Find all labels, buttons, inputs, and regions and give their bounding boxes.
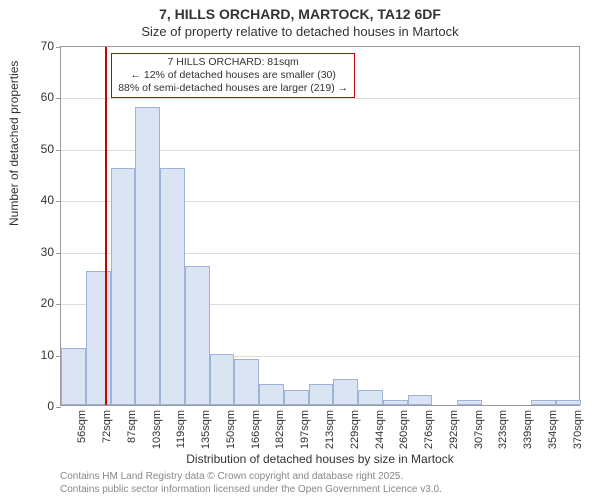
marker-annotation: 7 HILLS ORCHARD: 81sqm← 12% of detached … bbox=[111, 53, 355, 98]
histogram-bar bbox=[457, 400, 482, 405]
x-tick-label: 307sqm bbox=[473, 410, 485, 470]
x-tick-label: 229sqm bbox=[349, 410, 361, 470]
y-tick-mark bbox=[56, 98, 61, 99]
x-tick-label: 56sqm bbox=[76, 410, 88, 470]
chart-title-line2: Size of property relative to detached ho… bbox=[0, 24, 600, 39]
x-tick-label: 244sqm bbox=[374, 410, 386, 470]
histogram-bar bbox=[111, 168, 136, 405]
y-tick-label: 70 bbox=[14, 39, 54, 53]
histogram-bar bbox=[556, 400, 581, 405]
x-tick-label: 103sqm bbox=[151, 410, 163, 470]
histogram-bar bbox=[160, 168, 185, 405]
y-tick-mark bbox=[56, 407, 61, 408]
y-tick-label: 20 bbox=[14, 296, 54, 310]
chart-container: 7, HILLS ORCHARD, MARTOCK, TA12 6DF Size… bbox=[0, 0, 600, 500]
histogram-bar bbox=[531, 400, 556, 405]
y-tick-mark bbox=[56, 47, 61, 48]
histogram-bar bbox=[234, 359, 259, 405]
x-tick-label: 260sqm bbox=[398, 410, 410, 470]
y-tick-label: 30 bbox=[14, 245, 54, 259]
histogram-bar bbox=[383, 400, 408, 405]
plot-area: 7 HILLS ORCHARD: 81sqm← 12% of detached … bbox=[60, 46, 580, 406]
grid-line bbox=[61, 98, 579, 99]
y-tick-mark bbox=[56, 201, 61, 202]
x-tick-label: 197sqm bbox=[299, 410, 311, 470]
histogram-bar bbox=[358, 390, 383, 405]
chart-title-line1: 7, HILLS ORCHARD, MARTOCK, TA12 6DF bbox=[0, 6, 600, 22]
histogram-bar bbox=[309, 384, 334, 405]
y-tick-label: 40 bbox=[14, 193, 54, 207]
x-tick-label: 323sqm bbox=[497, 410, 509, 470]
x-tick-label: 72sqm bbox=[101, 410, 113, 470]
annotation-line1: 7 HILLS ORCHARD: 81sqm bbox=[118, 56, 348, 69]
histogram-bar bbox=[210, 354, 235, 405]
y-tick-label: 0 bbox=[14, 399, 54, 413]
footer-line1: Contains HM Land Registry data © Crown c… bbox=[60, 471, 442, 484]
x-tick-label: 135sqm bbox=[200, 410, 212, 470]
footer-attribution: Contains HM Land Registry data © Crown c… bbox=[60, 471, 442, 496]
histogram-bar bbox=[284, 390, 309, 405]
annotation-line3: 88% of semi-detached houses are larger (… bbox=[118, 82, 348, 95]
x-tick-label: 166sqm bbox=[250, 410, 262, 470]
x-tick-label: 150sqm bbox=[225, 410, 237, 470]
x-tick-label: 213sqm bbox=[324, 410, 336, 470]
histogram-bar bbox=[135, 107, 160, 405]
x-tick-label: 276sqm bbox=[423, 410, 435, 470]
x-tick-label: 292sqm bbox=[448, 410, 460, 470]
x-tick-label: 370sqm bbox=[572, 410, 584, 470]
y-tick-label: 10 bbox=[14, 348, 54, 362]
marker-line bbox=[105, 47, 107, 405]
histogram-bar bbox=[259, 384, 284, 405]
x-tick-label: 182sqm bbox=[274, 410, 286, 470]
y-tick-mark bbox=[56, 253, 61, 254]
x-tick-label: 87sqm bbox=[126, 410, 138, 470]
histogram-bar bbox=[185, 266, 210, 405]
y-tick-mark bbox=[56, 150, 61, 151]
y-tick-label: 50 bbox=[14, 142, 54, 156]
histogram-bar bbox=[61, 348, 86, 405]
histogram-bar bbox=[408, 395, 433, 405]
y-tick-mark bbox=[56, 304, 61, 305]
x-tick-label: 339sqm bbox=[522, 410, 534, 470]
histogram-bar bbox=[333, 379, 358, 405]
x-tick-label: 354sqm bbox=[547, 410, 559, 470]
annotation-line2: ← 12% of detached houses are smaller (30… bbox=[118, 69, 348, 82]
footer-line2: Contains public sector information licen… bbox=[60, 484, 442, 497]
x-tick-label: 119sqm bbox=[175, 410, 187, 470]
y-tick-label: 60 bbox=[14, 90, 54, 104]
